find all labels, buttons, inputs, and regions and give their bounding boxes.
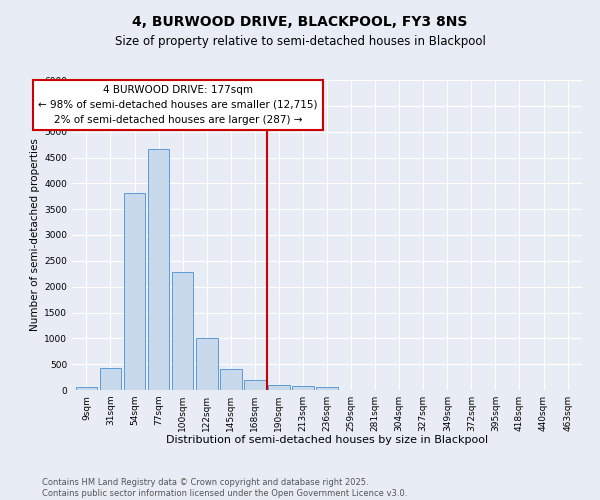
- Bar: [100, 368, 121, 390]
- Text: Size of property relative to semi-detached houses in Blackpool: Size of property relative to semi-detach…: [115, 35, 485, 48]
- Text: 4 BURWOOD DRIVE: 177sqm
← 98% of semi-detached houses are smaller (12,715)
2% of: 4 BURWOOD DRIVE: 177sqm ← 98% of semi-de…: [38, 85, 317, 125]
- Bar: [220, 370, 242, 390]
- Bar: [244, 380, 266, 390]
- Y-axis label: Number of semi-detached properties: Number of semi-detached properties: [30, 138, 40, 332]
- Bar: [268, 385, 290, 390]
- X-axis label: Distribution of semi-detached houses by size in Blackpool: Distribution of semi-detached houses by …: [166, 436, 488, 446]
- Bar: [124, 192, 145, 390]
- Bar: [172, 272, 193, 390]
- Text: 4, BURWOOD DRIVE, BLACKPOOL, FY3 8NS: 4, BURWOOD DRIVE, BLACKPOOL, FY3 8NS: [133, 15, 467, 29]
- Bar: [196, 338, 218, 390]
- Text: Contains HM Land Registry data © Crown copyright and database right 2025.
Contai: Contains HM Land Registry data © Crown c…: [42, 478, 407, 498]
- Bar: [148, 148, 169, 390]
- Bar: [316, 386, 338, 390]
- Bar: [76, 388, 97, 390]
- Bar: [292, 386, 314, 390]
